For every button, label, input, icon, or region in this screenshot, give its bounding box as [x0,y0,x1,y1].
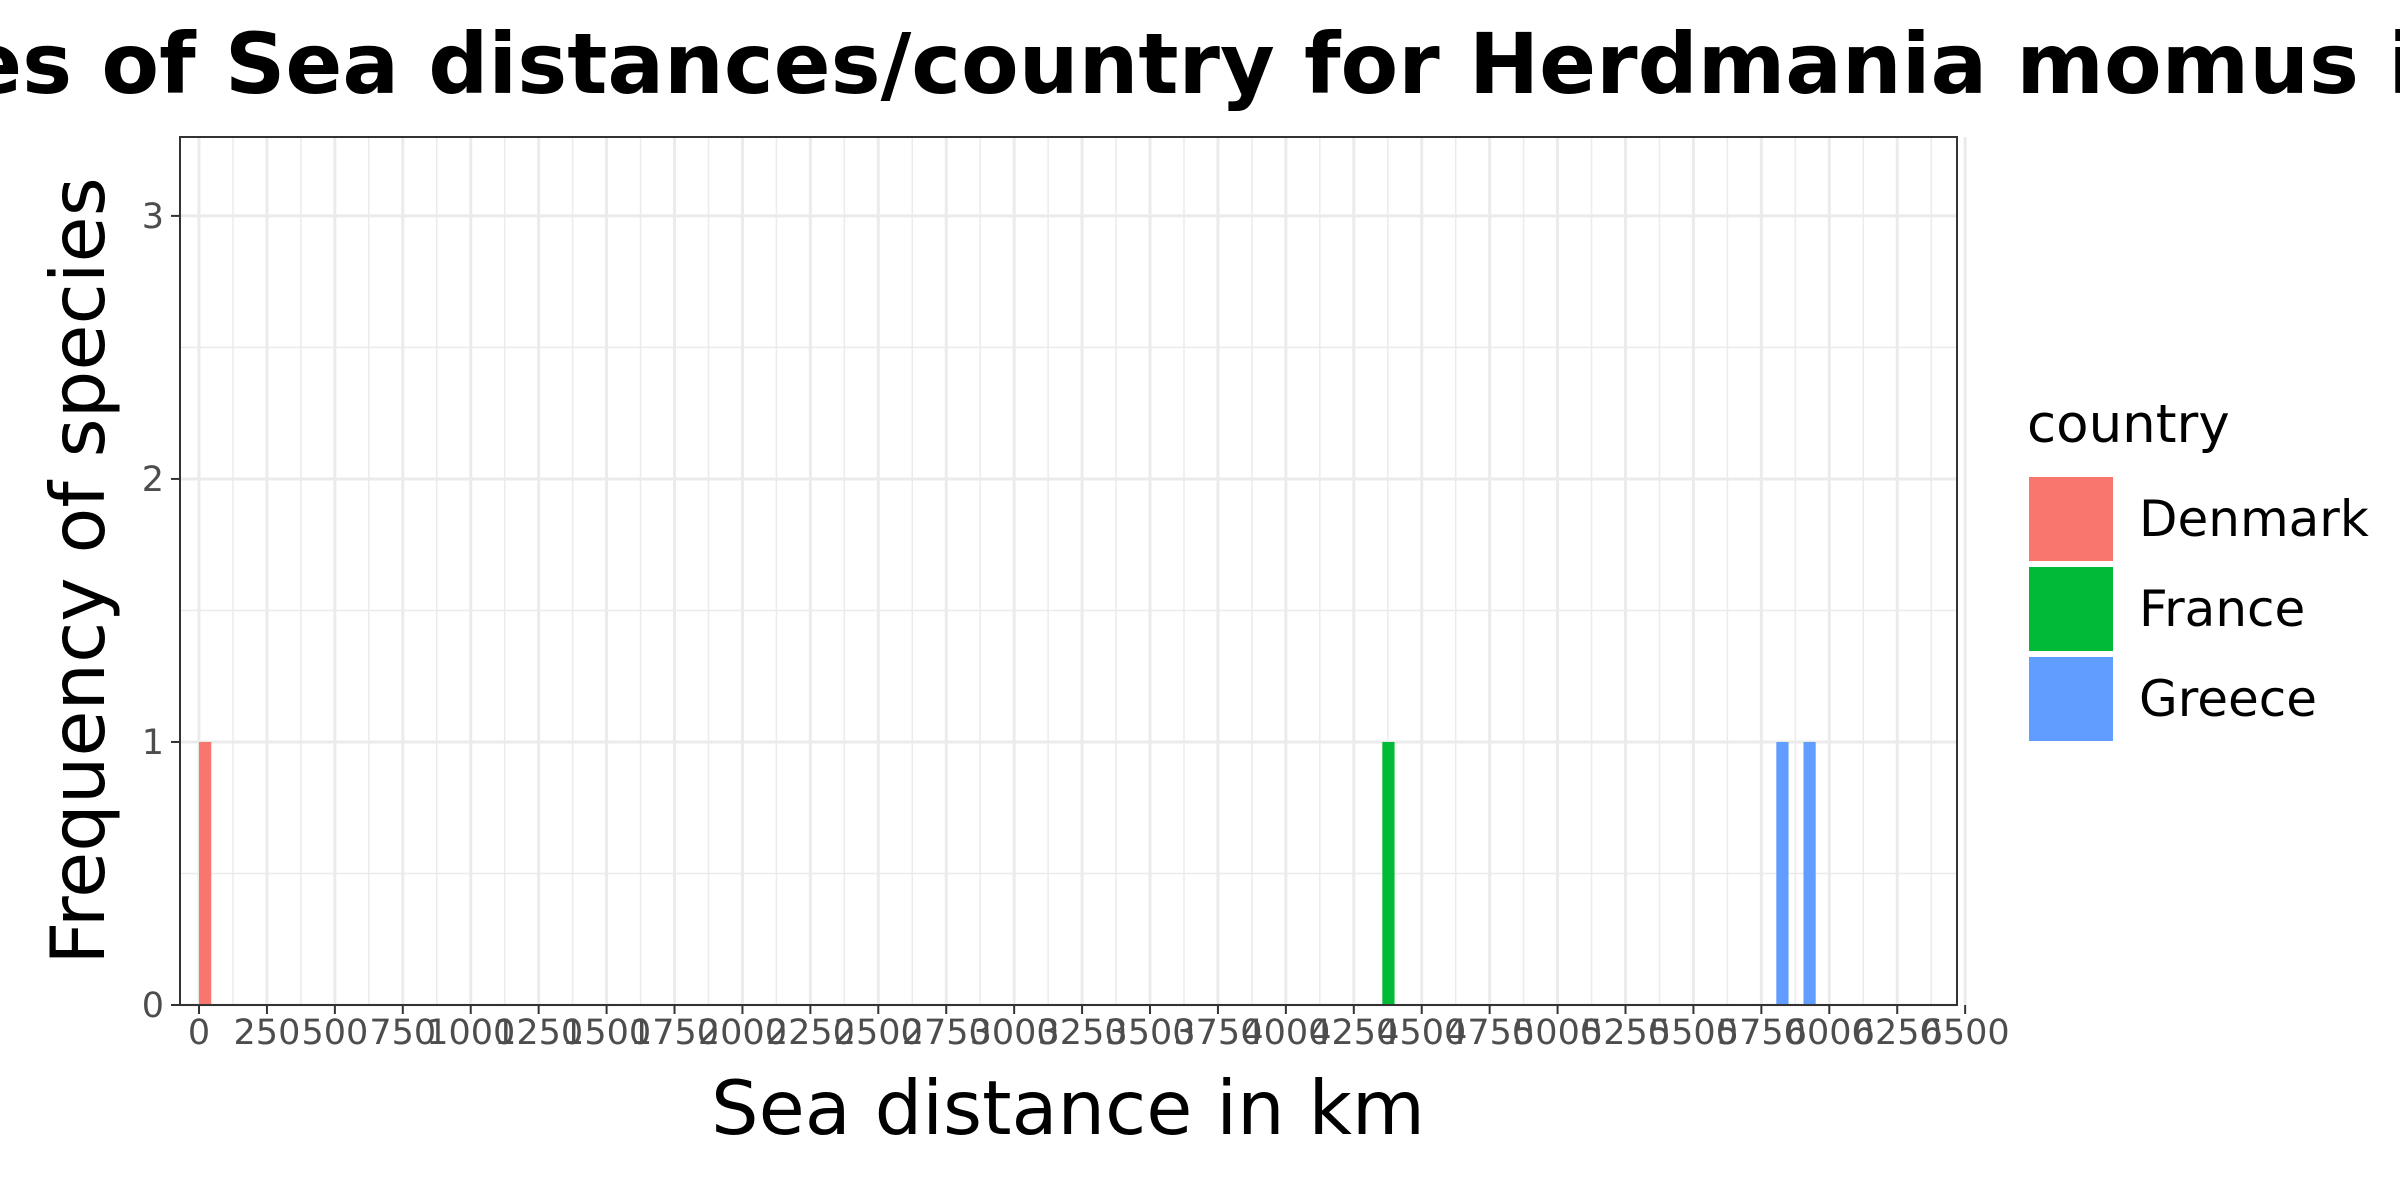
x-tick-label: 5000 [1513,1013,1602,1053]
x-tick-label: 1750 [630,1013,719,1053]
x-tick-label: 0 [188,1013,210,1053]
chart-title: Frequencies of Sea distances/country for… [0,15,2400,113]
x-tick-label: 2500 [834,1013,923,1053]
x-tick-label: 5500 [1649,1013,1738,1053]
x-tick-label: 3000 [970,1013,1059,1053]
x-tick-label: 4250 [1309,1013,1398,1053]
minor-gridlines [180,137,1957,1005]
x-tick-label: 1000 [426,1013,515,1053]
bar-greece [1803,741,1816,1005]
legend-label-france: France [2139,580,2305,638]
x-axis: 0 250 500 750100012501500175020002250250027… [188,1005,2010,1053]
x-tick-label: 4000 [1241,1013,1330,1053]
x-tick-label: 3500 [1105,1013,1194,1053]
x-tick-label: 2000 [698,1013,787,1053]
x-tick-label: 750 [369,1013,436,1053]
x-tick-label: 1250 [494,1013,583,1053]
y-tick-label: 0 [142,986,164,1026]
legend-items: Denmark France Greece [2029,477,2369,741]
legend-key-denmark [2029,477,2113,561]
x-tick-label: 2750 [902,1013,991,1053]
x-axis-title: Sea distance in km [711,1064,1425,1152]
y-tick-label: 1 [142,723,164,763]
x-tick-label: 5750 [1717,1013,1806,1053]
bars [199,741,1816,1005]
x-tick-label: 3250 [1038,1013,1127,1053]
legend-label-greece: Greece [2139,670,2317,728]
legend-label-denmark: Denmark [2139,490,2369,548]
x-tick-label: 2250 [766,1013,855,1053]
plot-panel [180,137,1957,1005]
x-tick-label: 6250 [1853,1013,1942,1053]
bar-france [1382,741,1395,1005]
legend-key-greece [2029,657,2113,741]
bar-greece [1776,741,1789,1005]
x-tick-label: 4500 [1377,1013,1466,1053]
y-axis: 0 1 2 3 [142,197,180,1026]
x-tick-label: 5250 [1581,1013,1670,1053]
y-tick-label: 3 [142,197,164,237]
x-tick-label: 1500 [562,1013,651,1053]
y-tick-label: 2 [142,460,164,500]
y-axis-title: Frequency of species [34,177,122,965]
bar-denmark [199,741,212,1005]
legend-title: country [2027,394,2230,455]
plot-panel-border [179,136,1958,1006]
legend-key-france [2029,567,2113,651]
x-tick-label: 6500 [1921,1013,2010,1053]
x-tick-label: 4750 [1445,1013,1534,1053]
x-tick-label: 500 [301,1013,368,1053]
legend: country Denmark France Greece [2027,394,2369,741]
x-tick-label: 6000 [1785,1013,1874,1053]
x-tick-label: 3750 [1173,1013,1262,1053]
x-tick-label: 250 [234,1013,301,1053]
